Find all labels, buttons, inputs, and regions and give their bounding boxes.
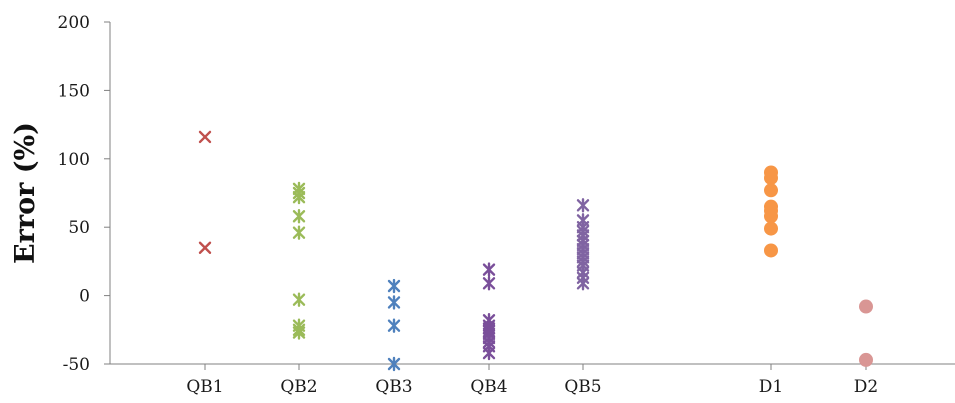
data-point-qb4 [482, 276, 496, 291]
data-point-d1 [764, 243, 778, 258]
data-point-qb3 [387, 318, 401, 333]
x-category-label: QB5 [564, 377, 601, 397]
x-category-label: QB4 [470, 377, 507, 397]
data-point-qb2 [292, 189, 306, 205]
data-point-qb1 [198, 241, 212, 254]
x-category-label: QB1 [186, 377, 223, 397]
data-point-qb4 [482, 262, 496, 277]
y-axis-title: Error (%) [10, 122, 41, 264]
x-category-label: D2 [854, 377, 878, 397]
data-point-qb3 [387, 278, 401, 294]
y-tick-label: 100 [58, 150, 90, 170]
y-tick-label: 200 [58, 13, 90, 33]
data-point-d1 [764, 221, 778, 236]
data-point-qb3 [387, 356, 401, 372]
data-point-d1 [764, 209, 778, 224]
data-point-qb2 [292, 292, 306, 307]
data-point-d2 [859, 299, 873, 314]
y-tick-label: 150 [58, 81, 90, 101]
data-points [198, 130, 873, 372]
y-tick-label: -50 [63, 355, 90, 375]
data-point-qb3 [387, 295, 401, 310]
y-ticks: -50 0 50 100 150 200 [58, 13, 110, 375]
x-category-label: QB3 [375, 377, 412, 397]
y-tick-label: 0 [79, 287, 90, 307]
data-point-d2 [859, 352, 873, 367]
data-point-qb4 [482, 345, 496, 361]
data-point-qb2 [292, 225, 306, 240]
data-point-d1 [764, 183, 778, 198]
data-point-qb2 [292, 325, 306, 340]
data-point-qb2 [292, 209, 306, 224]
x-category-labels: QB1 QB2 QB3 QB4 QB5 D1 D2 [186, 364, 878, 397]
y-tick-label: 50 [68, 218, 90, 238]
data-point-d1 [764, 170, 778, 185]
data-point-qb5 [576, 198, 590, 213]
x-category-label: D1 [759, 377, 783, 397]
data-point-qb1 [198, 130, 212, 144]
data-point-qb5 [576, 276, 590, 291]
x-category-label: QB2 [280, 377, 317, 397]
